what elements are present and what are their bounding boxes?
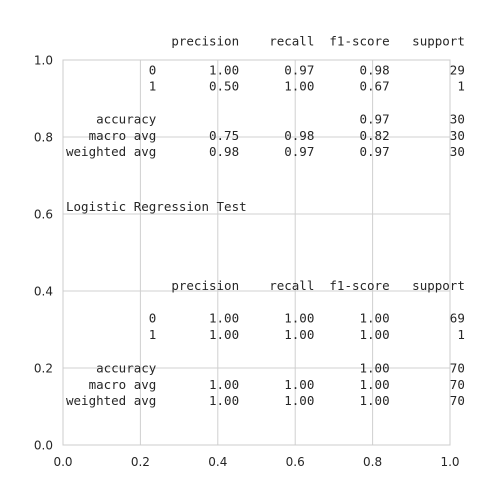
report-text-line: 0 1.00 0.97 0.98 29 [66, 62, 465, 77]
plot-frame [62, 59, 451, 446]
tick-labels: 0.0 0.2 0.4 0.6 0.8 1.0 0.0 0.2 0.4 0.6 0.8 1.0 [34, 54, 460, 470]
x-tick-label: 0.0 [53, 455, 72, 469]
report-text-line: macro avg 0.75 0.98 0.82 30 [66, 128, 465, 143]
x-tick-label: 1.0 [440, 455, 459, 469]
report-text-line: 1 0.50 1.00 0.67 1 [66, 78, 465, 93]
report-text-line: accuracy 1.00 70 [66, 361, 465, 376]
report-text-line: 1 1.00 1.00 1.00 1 [66, 327, 465, 342]
report-texts: precision recall f1-score support 0 1.00… [66, 33, 465, 408]
y-tick-label: 0.4 [34, 285, 53, 299]
y-tick-label: 1.0 [34, 54, 53, 68]
report-text-line: 0 1.00 1.00 1.00 69 [66, 311, 465, 326]
x-tick-label: 0.6 [286, 455, 305, 469]
y-tick-label: 0.0 [34, 439, 53, 453]
grid [62, 59, 451, 446]
report-text-line: precision recall f1-score support [66, 278, 465, 293]
report-text-line: Logistic Regression Test [66, 199, 247, 214]
report-text-line: precision recall f1-score support [66, 33, 465, 48]
x-tick-label: 0.8 [363, 455, 382, 469]
x-tick-label: 0.2 [131, 455, 150, 469]
report-text-line: macro avg 1.00 1.00 1.00 70 [66, 377, 465, 392]
y-tick-label: 0.8 [34, 131, 53, 145]
y-tick-label: 0.2 [34, 362, 53, 376]
y-tick-label: 0.6 [34, 208, 53, 222]
report-text-line: accuracy 0.97 30 [66, 112, 465, 127]
report-text-line: weighted avg 0.98 0.97 0.97 30 [66, 144, 465, 159]
report-text-line: weighted avg 1.00 1.00 1.00 70 [66, 393, 465, 408]
x-tick-label: 0.4 [208, 455, 227, 469]
